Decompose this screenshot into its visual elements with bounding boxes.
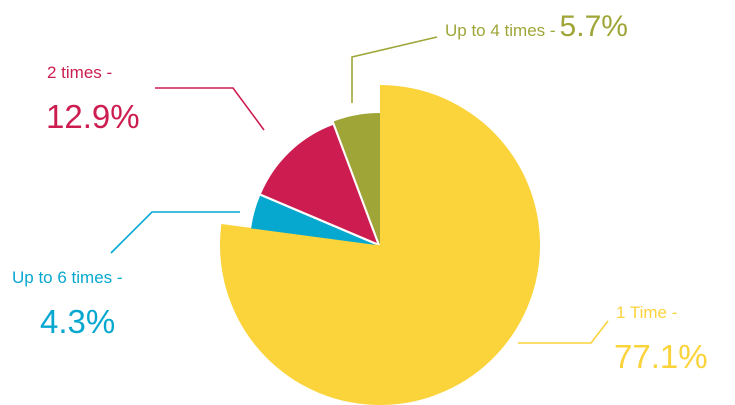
label-2-times-name: 2 times - [47,63,112,82]
leader-line-2-times [155,87,265,131]
leader-line-up-to-6-times [110,211,240,254]
label-up-to-6-times-percent: 4.3% [40,303,115,340]
leader-line-1-time [518,320,609,344]
pie-slice-2-times [261,124,377,243]
label-1-time-percent: 77.1% [614,338,708,375]
pie-slice-1-time [219,85,540,405]
label-1-time-name: 1 Time - [616,303,677,322]
label-up-to-4-times: Up to 4 times -5.7% [445,10,628,43]
label-2-times-percent: 12.9% [46,98,140,135]
leader-line-up-to-4-times [351,36,438,103]
pie-slice-up-to-4-times [333,113,380,245]
pie-slice-up-to-6-times [251,195,376,245]
label-up-to-6-times-name: Up to 6 times - [12,268,123,287]
pie-slices [219,85,540,405]
